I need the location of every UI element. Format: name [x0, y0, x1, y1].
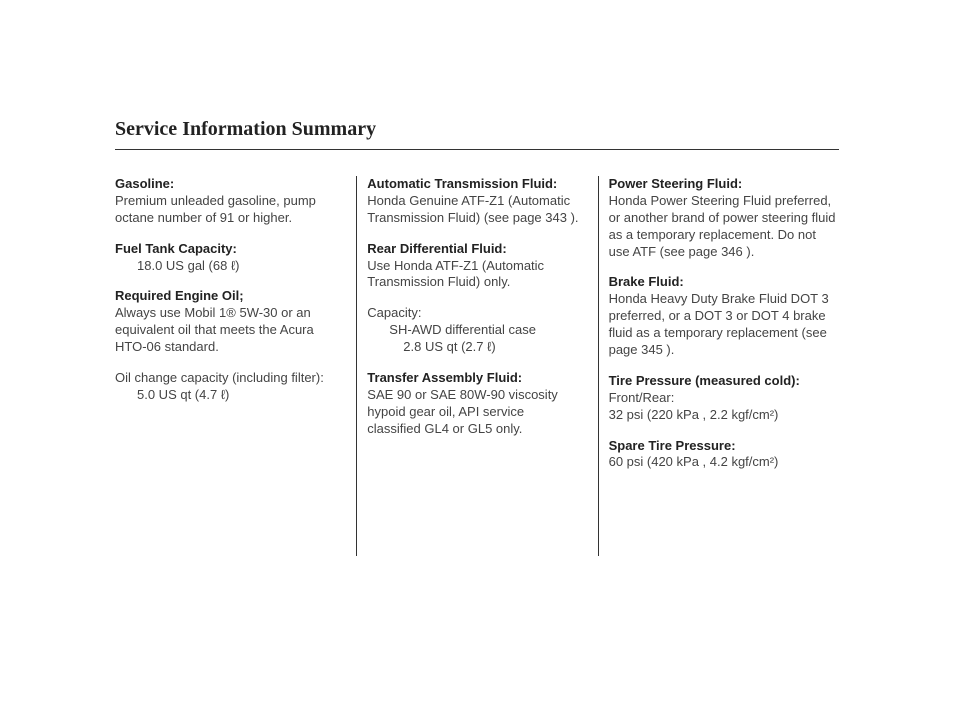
capacity-line1: SH-AWD differential case	[367, 322, 579, 339]
brake-fluid-section: Brake Fluid: Honda Heavy Duty Brake Flui…	[609, 274, 839, 358]
rdf-body: Use Honda ATF-Z1 (Automatic Transmission…	[367, 258, 579, 292]
spare-tire-value: 60 psi (420 kPa , 4.2 kgf/cm²)	[609, 454, 839, 471]
oilchange-body: Oil change capacity (including filter):	[115, 370, 338, 387]
column-1: Gasoline: Premium unleaded gasoline, pum…	[115, 176, 356, 556]
column-2: Automatic Transmission Fluid: Honda Genu…	[356, 176, 597, 556]
tire-pressure-label: Tire Pressure (measured cold):	[609, 373, 839, 390]
taf-label: Transfer Assembly Fluid:	[367, 370, 579, 387]
brake-fluid-label: Brake Fluid:	[609, 274, 839, 291]
atf-section: Automatic Transmission Fluid: Honda Genu…	[367, 176, 579, 227]
taf-section: Transfer Assembly Fluid: SAE 90 or SAE 8…	[367, 370, 579, 438]
column-3: Power Steering Fluid: Honda Power Steeri…	[598, 176, 839, 556]
atf-label: Automatic Transmission Fluid:	[367, 176, 579, 193]
tire-pressure-value: 32 psi (220 kPa , 2.2 kgf/cm²)	[609, 407, 839, 424]
fueltank-section: Fuel Tank Capacity: 18.0 US gal (68 ℓ)	[115, 241, 338, 275]
psf-label: Power Steering Fluid:	[609, 176, 839, 193]
tire-pressure-sub: Front/Rear:	[609, 390, 839, 407]
fueltank-value: 18.0 US gal (68 ℓ)	[115, 258, 338, 275]
rdf-label: Rear Differential Fluid:	[367, 241, 579, 258]
gasoline-section: Gasoline: Premium unleaded gasoline, pum…	[115, 176, 338, 227]
gasoline-label: Gasoline:	[115, 176, 338, 193]
psf-section: Power Steering Fluid: Honda Power Steeri…	[609, 176, 839, 260]
spare-tire-section: Spare Tire Pressure: 60 psi (420 kPa , 4…	[609, 438, 839, 472]
spare-tire-label: Spare Tire Pressure:	[609, 438, 839, 455]
capacity-label: Capacity:	[367, 305, 579, 322]
atf-body: Honda Genuine ATF-Z1 (Automatic Transmis…	[367, 193, 579, 227]
fueltank-label: Fuel Tank Capacity:	[115, 241, 338, 258]
engine-oil-body: Always use Mobil 1® 5W-30 or an equivale…	[115, 305, 338, 356]
rdf-section: Rear Differential Fluid: Use Honda ATF-Z…	[367, 241, 579, 292]
engine-oil-section: Required Engine Oil; Always use Mobil 1®…	[115, 288, 338, 356]
page-title: Service Information Summary	[115, 118, 839, 150]
psf-body: Honda Power Steering Fluid preferred, or…	[609, 193, 839, 261]
capacity-section: Capacity: SH-AWD differential case 2.8 U…	[367, 305, 579, 356]
taf-body: SAE 90 or SAE 80W-90 viscosity hypoid ge…	[367, 387, 579, 438]
columns-container: Gasoline: Premium unleaded gasoline, pum…	[115, 176, 839, 556]
tire-pressure-section: Tire Pressure (measured cold): Front/Rea…	[609, 373, 839, 424]
brake-fluid-body: Honda Heavy Duty Brake Fluid DOT 3 prefe…	[609, 291, 839, 359]
engine-oil-label: Required Engine Oil;	[115, 288, 338, 305]
page-container: Service Information Summary Gasoline: Pr…	[0, 0, 954, 556]
capacity-line2: 2.8 US qt (2.7 ℓ)	[367, 339, 579, 356]
oilchange-value: 5.0 US qt (4.7 ℓ)	[115, 387, 338, 404]
gasoline-body: Premium unleaded gasoline, pump octane n…	[115, 193, 338, 227]
oilchange-section: Oil change capacity (including filter): …	[115, 370, 338, 404]
